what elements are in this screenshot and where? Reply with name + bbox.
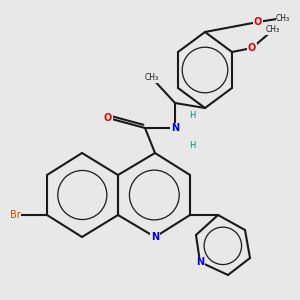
Text: N: N [171, 123, 179, 133]
Text: CH₃: CH₃ [145, 74, 159, 82]
Text: N: N [151, 232, 159, 242]
Text: CH₃: CH₃ [266, 26, 280, 34]
Text: H: H [189, 140, 195, 149]
Text: O: O [248, 43, 256, 53]
Text: O: O [254, 17, 262, 27]
Text: Br: Br [10, 210, 20, 220]
Text: H: H [189, 110, 195, 119]
Text: N: N [196, 257, 204, 267]
Text: CH₃: CH₃ [276, 14, 290, 22]
Text: O: O [104, 113, 112, 123]
